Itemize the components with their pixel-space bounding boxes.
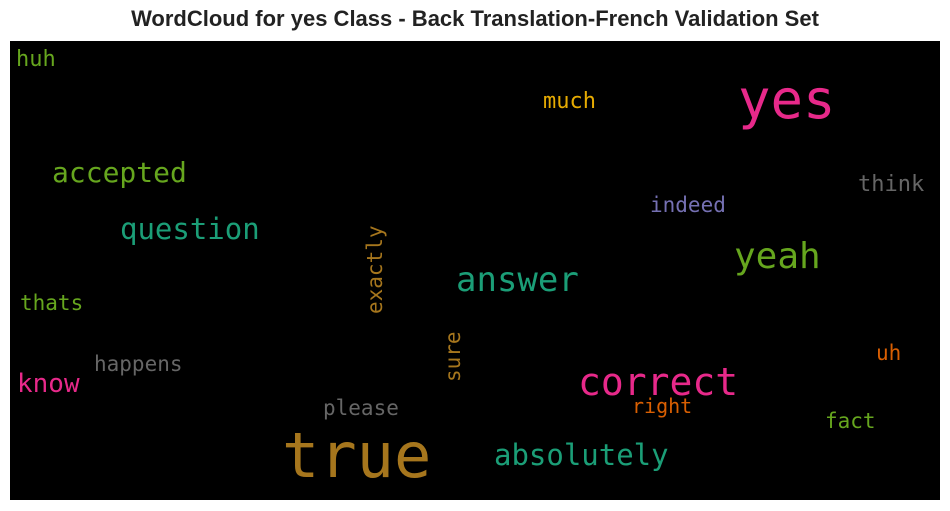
word-fact: fact xyxy=(825,409,876,433)
word-answer: answer xyxy=(456,260,579,300)
word-thats: thats xyxy=(20,291,84,315)
word-accepted: accepted xyxy=(52,156,187,189)
wordcloud-canvas: huh yes much accepted think indeed question exa… xyxy=(10,41,940,500)
word-right: right xyxy=(632,394,693,418)
word-absolutely: absolutely xyxy=(494,438,669,472)
chart-title: WordCloud for yes Class - Back Translati… xyxy=(131,6,819,31)
word-correct: correct xyxy=(578,360,739,404)
word-think: think xyxy=(858,172,925,197)
word-know: know xyxy=(17,369,80,399)
word-uh: uh xyxy=(876,341,902,365)
word-yes: yes xyxy=(738,68,836,131)
word-please: please xyxy=(323,396,399,420)
word-question: question xyxy=(120,212,260,246)
word-yeah: yeah xyxy=(734,236,821,277)
word-happens: happens xyxy=(94,352,183,376)
word-exactly: exactly xyxy=(363,225,387,314)
word-huh: huh xyxy=(16,47,56,72)
word-indeed: indeed xyxy=(650,193,726,217)
word-much: much xyxy=(543,89,596,114)
word-true: true xyxy=(282,419,432,492)
word-sure: sure xyxy=(441,331,465,382)
